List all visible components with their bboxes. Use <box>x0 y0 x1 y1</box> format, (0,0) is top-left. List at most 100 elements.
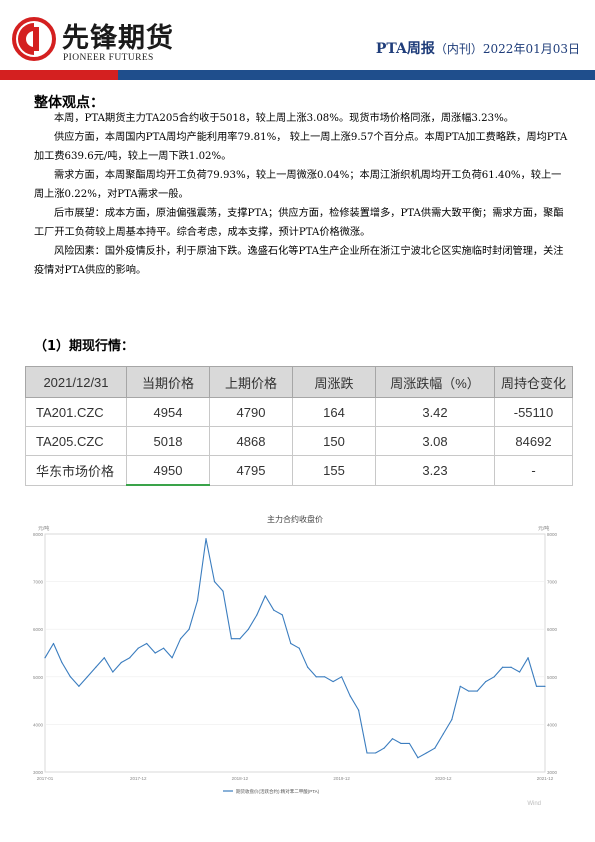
chart-data-point <box>213 581 216 583</box>
table-header-cell: 周涨跌 <box>292 366 376 398</box>
chart-data-point <box>476 690 478 692</box>
chart-y-tick-label-left: 5000 <box>33 675 44 680</box>
chart-series-line <box>44 538 545 759</box>
overview-paragraph-demand: 需求方面，本周聚酯周均开工负荷79.93%，较上一周微涨0.04%；本周江浙织机… <box>34 170 562 200</box>
chart-data-point <box>196 600 199 602</box>
overview-paragraph-market: 本周，PTA期货主力TA205合约收于5018，较上周上涨3.08%。现货市场价… <box>54 113 514 124</box>
table-cell: 4950 <box>126 455 210 486</box>
logo-english-text: PIONEER FUTURES <box>63 53 154 63</box>
table-cell: 84692 <box>494 426 573 456</box>
chart-x-tick-label: 2018-12 <box>232 776 249 781</box>
table-cell: 3.42 <box>375 397 495 427</box>
chart-data-point <box>527 657 529 659</box>
table-cell: 155 <box>292 455 376 486</box>
chart-data-point <box>179 638 182 640</box>
chart-data-point <box>52 642 55 645</box>
chart-watermark: Wind <box>527 801 541 807</box>
chart-data-point <box>205 538 207 540</box>
chart-data-point <box>61 661 63 664</box>
chart-y-tick-label-right: 8000 <box>547 532 558 537</box>
chart-data-point <box>137 647 139 649</box>
table-cell: 4954 <box>126 397 210 427</box>
report-title: PTA周报（内刊）2022年01月03日 <box>376 38 580 58</box>
chart-data-point <box>112 671 114 673</box>
chart-data-point <box>391 738 394 740</box>
chart-data-point <box>442 733 444 735</box>
chart-data-point <box>493 676 495 678</box>
chart-data-point <box>95 666 97 668</box>
chart-plot-frame <box>44 533 546 773</box>
report-edition: （内刊） <box>434 42 483 56</box>
chart-data-point <box>146 642 148 645</box>
chart-data-point <box>103 657 105 659</box>
table-cell: 3.23 <box>375 455 495 486</box>
chart-data-point <box>502 666 504 668</box>
chart-data-point <box>374 752 377 754</box>
logo-chinese-text: 先锋期货 <box>62 23 174 54</box>
table-cell: 4790 <box>209 397 293 427</box>
header-divider-accent <box>0 70 118 80</box>
table-row: TA201.CZC 4954 4790 164 3.42 -55110 <box>25 397 573 427</box>
section-futures-spot-title: （1）期现行情： <box>34 339 135 354</box>
chart-x-tick-label: 2019-12 <box>333 776 350 781</box>
page-header: 先锋期货 PIONEER FUTURES PTA周报（内刊）2022年01月03… <box>0 0 595 80</box>
chart-data-point <box>400 742 402 745</box>
table-header-row: 2021/12/31 当期价格 上期价格 周涨跌 周涨跌幅（%） 周持仓变化 <box>25 366 573 398</box>
chart-data-point <box>307 666 309 668</box>
table-cell: TA201.CZC <box>25 397 127 427</box>
pioneer-logo-icon <box>12 17 56 61</box>
chart-data-point <box>510 666 512 668</box>
chart-data-point <box>129 657 131 659</box>
chart-y-tick-label-left: 6000 <box>33 627 44 632</box>
table-cell: 5018 <box>126 426 210 456</box>
overview-title: 整体观点： <box>34 95 104 111</box>
chart-data-point <box>69 676 72 678</box>
chart-data-point <box>230 638 233 640</box>
chart-data-point <box>535 685 538 687</box>
chart-data-point <box>332 680 334 683</box>
chart-data-point <box>468 690 470 692</box>
table-cell: - <box>494 455 573 486</box>
table-cell: 华东市场价格 <box>25 455 127 486</box>
chart-data-point <box>171 657 173 659</box>
table-cell: 3.08 <box>375 426 495 456</box>
chart-y-tick-label-right: 5000 <box>547 675 558 680</box>
chart-x-tick-label: 2017-12 <box>130 776 147 781</box>
chart-y-tick-label-left: 8000 <box>33 532 44 537</box>
chart-data-point <box>154 652 156 654</box>
chart-data-point <box>434 747 436 749</box>
chart-data-point <box>544 685 546 687</box>
chart-data-point <box>273 609 275 611</box>
chart-data-point <box>324 676 326 678</box>
chart-data-point <box>188 628 190 630</box>
table-header-cell: 2021/12/31 <box>25 366 127 398</box>
overview-paragraph-outlook: 后市展望：成本方面，原油偏强震荡，支撑PTA；供应方面，检修装置增多，PTA供需… <box>34 208 564 238</box>
chart-x-tick-label: 2017-01 <box>37 776 54 781</box>
chart-y-tick-label-right: 3000 <box>547 770 558 775</box>
chart-data-point <box>290 642 292 645</box>
report-date: 2022年01月03日 <box>482 42 580 56</box>
chart-data-point <box>44 657 46 659</box>
table-header-cell: 上期价格 <box>209 366 293 398</box>
chart-data-point <box>256 614 258 616</box>
chart-data-point <box>120 661 122 664</box>
futures-spot-table: 2021/12/31 当期价格 上期价格 周涨跌 周涨跌幅（%） 周持仓变化 T… <box>25 366 573 486</box>
chart-y-tick-label-left: 3000 <box>33 770 44 775</box>
table-row: 华东市场价格 4950 4795 155 3.23 - <box>25 455 573 486</box>
chart-data-point <box>247 628 249 630</box>
chart-data-point <box>86 676 88 678</box>
table-cell: 4868 <box>209 426 293 456</box>
chart-data-point <box>281 614 283 616</box>
chart-y-tick-label-left: 4000 <box>33 722 44 727</box>
chart-data-point <box>425 752 427 754</box>
chart-data-point <box>518 671 521 673</box>
header-divider-bar <box>0 70 595 80</box>
chart-data-point <box>264 595 266 597</box>
chart-data-point <box>349 695 351 697</box>
chart-data-point <box>239 638 241 640</box>
chart-data-point <box>163 647 165 649</box>
chart-data-point <box>417 757 419 759</box>
main-contract-close-chart: 主力合约收盘价 元/吨 元/吨 3000 3000 4000 4000 5000 5000 600… <box>30 510 560 810</box>
chart-data-point <box>485 680 487 683</box>
